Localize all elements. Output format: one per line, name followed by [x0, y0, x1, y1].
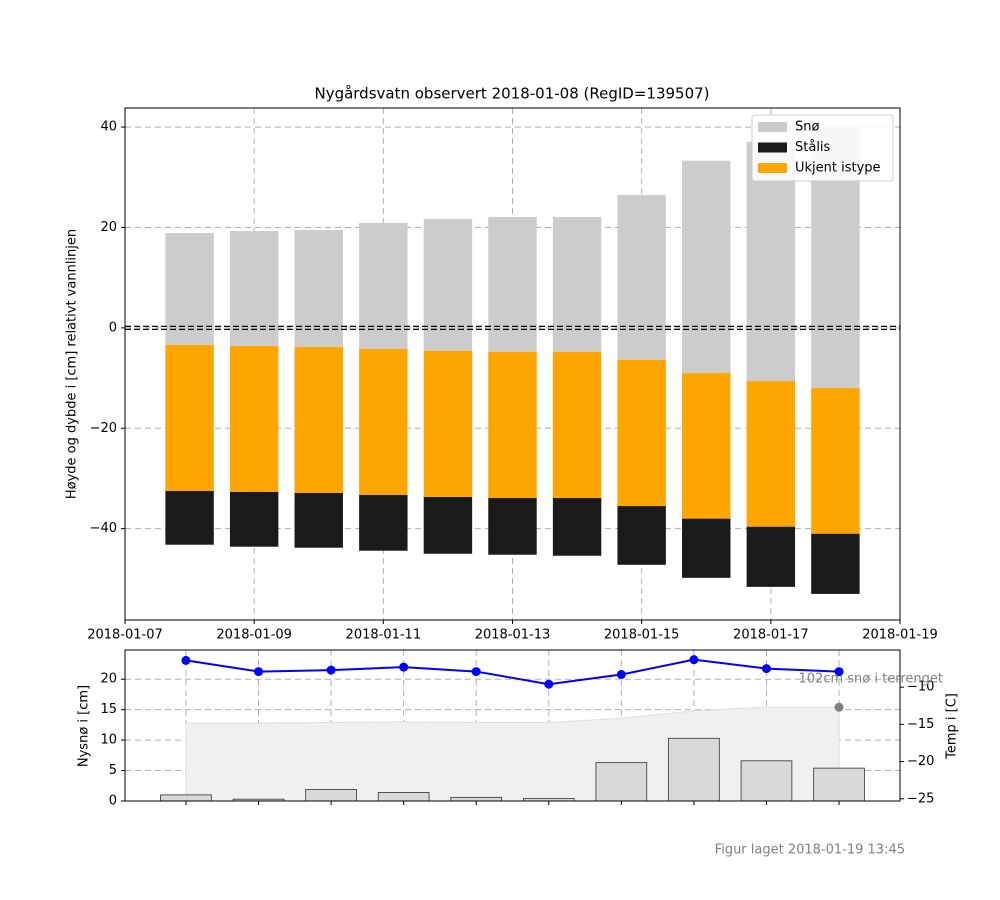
bar-segment	[359, 222, 408, 349]
y-axis-label: Nysnø i [cm]	[77, 685, 92, 767]
y-tick-label: 20	[100, 220, 117, 235]
bar	[595, 762, 648, 802]
bar-segment	[488, 498, 537, 555]
legend-swatch	[758, 142, 787, 153]
legend-swatch	[758, 122, 787, 132]
temperature-point	[544, 679, 554, 689]
y-tick-label: 40	[100, 120, 117, 135]
bar	[305, 789, 357, 802]
bar-segment	[552, 498, 602, 556]
bar-segment	[746, 141, 796, 382]
temperature-point	[181, 655, 191, 665]
bar-segment	[746, 526, 796, 587]
bar-segment	[294, 346, 343, 494]
y-tick-label: 0	[109, 320, 117, 335]
y-axis-label: Høyde og dybde i [cm] relativt vannlinje…	[65, 229, 80, 499]
bar	[813, 767, 865, 802]
bar-segment	[294, 493, 343, 548]
temperature-line	[185, 658, 840, 686]
x-tick-label: 2018-01-17	[733, 628, 809, 643]
plot-frame	[124, 107, 901, 621]
y-tick-label: −20	[90, 421, 117, 436]
bar-segment	[811, 388, 860, 534]
y-tick-label: 5	[109, 763, 117, 778]
bar-segment	[165, 232, 214, 345]
bar	[740, 760, 793, 802]
annotation: 102cm snø i terrenget	[799, 672, 943, 687]
y2-axis-label: Temp i [C]	[945, 693, 960, 760]
temperature-point	[616, 670, 626, 680]
legend-label: Ukjent istype	[795, 161, 881, 176]
y2-tick-label: −10	[907, 680, 934, 695]
bar-segment	[682, 373, 731, 519]
bar	[668, 737, 720, 802]
bar-segment	[229, 492, 279, 547]
bar-segment	[423, 218, 473, 351]
bar-segment	[229, 230, 279, 346]
legend-label: Snø	[795, 120, 819, 135]
bar-segment	[552, 351, 602, 499]
bar-segment	[229, 345, 279, 492]
y-tick-label: −40	[90, 521, 117, 536]
plot-frame	[124, 649, 901, 802]
legend-label: Stålis	[795, 140, 831, 155]
temperature-point	[254, 667, 264, 677]
temperature-point	[471, 667, 481, 677]
bar-segment	[423, 350, 473, 498]
y2-tick-label: −15	[907, 717, 934, 732]
temperature-point	[761, 664, 771, 674]
bar-segment	[617, 506, 666, 565]
legend-box	[751, 114, 894, 182]
y-tick-label: 10	[100, 733, 117, 748]
legend-swatch	[758, 163, 787, 173]
x-tick-label: 2018-01-13	[475, 628, 551, 643]
x-tick-label: 2018-01-19	[862, 628, 938, 643]
footer: Figur laget 2018-01-19 13:45	[715, 843, 905, 858]
plots: 2018-01-07 2018-01-09 2018-01-11 2018-01-13…	[87, 107, 943, 809]
bar	[377, 792, 430, 802]
y-tick-label: 0	[109, 794, 117, 809]
bar-segment	[165, 344, 214, 491]
temperature-point	[689, 655, 699, 665]
bar-segment	[294, 229, 343, 347]
bar-segment	[359, 348, 408, 496]
y-tick-label: 20	[100, 672, 117, 687]
bar-segment	[617, 194, 666, 360]
x-tick-label: 2018-01-11	[346, 628, 422, 643]
chart-title: Nygårdsvatn observert 2018-01-08 (RegID=…	[314, 85, 709, 103]
terrain-snow-point	[834, 702, 844, 712]
bar-segment	[682, 518, 731, 578]
y2-tick-label: −25	[907, 791, 934, 806]
bar-segment	[165, 490, 214, 545]
temperature-point	[834, 667, 844, 677]
x-tick-label: 2018-01-07	[87, 628, 163, 643]
bar	[450, 796, 503, 802]
bar-segment	[682, 160, 731, 374]
y2-tick-label: −20	[907, 754, 934, 769]
bar-segment	[423, 497, 473, 554]
bar-segment	[359, 495, 408, 551]
bar-segment	[811, 533, 860, 594]
bar-segment	[488, 216, 537, 352]
bar-segment	[552, 216, 602, 352]
bar	[160, 794, 212, 802]
x-tick-label: 2018-01-15	[604, 628, 680, 643]
bar-segment	[617, 359, 666, 507]
y-tick-label: 15	[100, 702, 117, 717]
bar-segment	[488, 351, 537, 499]
temperature-point	[326, 665, 336, 675]
temperature-point	[399, 662, 409, 672]
bar-segment	[746, 381, 796, 527]
x-tick-label: 2018-01-09	[216, 628, 292, 643]
